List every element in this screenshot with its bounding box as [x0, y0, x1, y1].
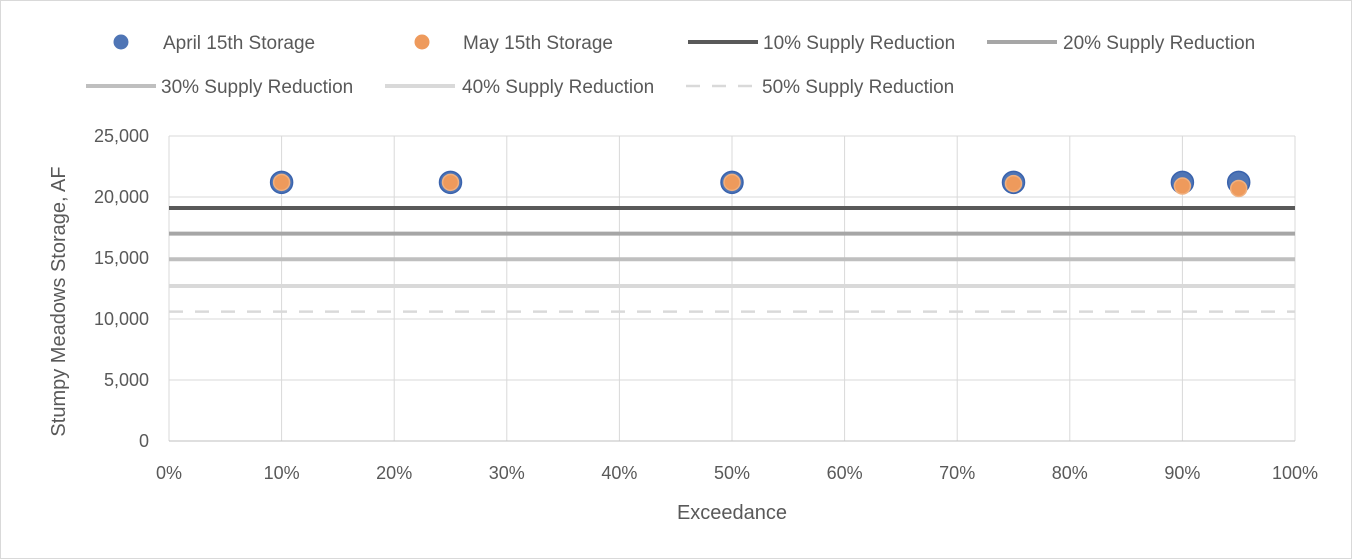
may-15th-storage-point	[1004, 174, 1023, 193]
x-tick-label: 90%	[1164, 463, 1200, 483]
y-tick-label: 25,000	[94, 126, 149, 146]
legend-marker-april-15th-storage	[113, 34, 129, 50]
y-tick-label: 5,000	[104, 370, 149, 390]
legend-label-40-supply-reduction: 40% Supply Reduction	[462, 77, 654, 98]
x-tick-label: 30%	[489, 463, 525, 483]
legend-label-may-15th-storage: May 15th Storage	[463, 33, 613, 54]
y-tick-label: 20,000	[94, 187, 149, 207]
may-15th-storage-point	[272, 173, 291, 192]
x-axis-title: Exceedance	[677, 502, 787, 524]
legend-label-30-supply-reduction: 30% Supply Reduction	[161, 77, 353, 98]
x-tick-label: 50%	[714, 463, 750, 483]
may-15th-storage-point	[441, 173, 460, 192]
legend-label-50-supply-reduction: 50% Supply Reduction	[762, 77, 954, 98]
x-tick-label: 80%	[1052, 463, 1088, 483]
x-tick-label: 10%	[264, 463, 300, 483]
x-tick-label: 60%	[827, 463, 863, 483]
x-tick-label: 40%	[601, 463, 637, 483]
legend-label-10-supply-reduction: 10% Supply Reduction	[763, 33, 955, 54]
legend-label-april-15th-storage: April 15th Storage	[163, 33, 315, 54]
x-tick-label: 100%	[1272, 463, 1318, 483]
y-tick-label: 10,000	[94, 309, 149, 329]
y-tick-label: 0	[139, 431, 149, 451]
x-tick-label: 0%	[156, 463, 182, 483]
legend-marker-may-15th-storage	[414, 34, 430, 50]
y-tick-label: 15,000	[94, 248, 149, 268]
x-tick-label: 70%	[939, 463, 975, 483]
may-15th-storage-point	[723, 173, 741, 192]
may-15th-storage-point	[1229, 179, 1248, 198]
may-15th-storage-point	[1173, 177, 1192, 195]
x-tick-label: 20%	[376, 463, 412, 483]
legend-label-20-supply-reduction: 20% Supply Reduction	[1063, 33, 1255, 54]
y-axis-title: Stumpy Meadows Storage, AF	[48, 166, 70, 436]
